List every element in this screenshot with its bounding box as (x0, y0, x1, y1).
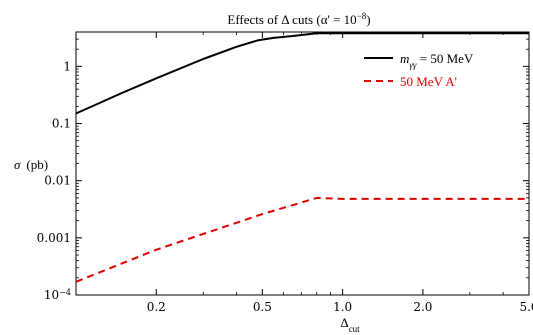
legend-label-0-rest: = 50 MeV (416, 51, 473, 66)
legend-label-0-base: m (400, 51, 409, 66)
series-line-0 (75, 32, 529, 115)
y-tick-label-0: 1 (63, 59, 71, 73)
x-tick-label-4: 5.0 (519, 300, 533, 314)
x-axis-base: Δ (340, 315, 348, 330)
chart-title: Effects of Δ cuts (α' = 10−8) (227, 11, 370, 27)
x-tick-label-1: 0.5 (253, 300, 272, 314)
x-axis-title: Δcut (340, 315, 360, 334)
y-tick-label-1: 0.1 (52, 117, 71, 131)
legend-label-series-1: 50 MeV A' (400, 74, 457, 89)
legend-label-0-subscript: γγ (409, 60, 417, 70)
y-axis-title: σ (pb) (14, 157, 48, 172)
y-tick-label-4: 10−4 (44, 288, 71, 303)
x-tick-label-0: 0.2 (147, 300, 166, 314)
y-tick-label-3: 0.001 (37, 231, 71, 245)
series-line-1 (75, 196, 529, 283)
chart-title-suffix: ) (366, 12, 370, 27)
y-axis-symbol: σ (14, 157, 21, 172)
y-axis-unit: (pb) (26, 157, 48, 172)
x-axis-subscript: cut (349, 324, 360, 334)
y-tick-labels: 1 0.1 0.01 0.001 10−4 (37, 59, 71, 302)
legend-label-1-base: 50 MeV A' (400, 74, 457, 89)
x-tick-labels: 0.2 0.5 1.0 2.0 5.0 (147, 300, 533, 314)
chart-title-exponent: −8 (357, 11, 367, 21)
chart-title-prefix: Effects of Δ cuts (α' = 10 (227, 12, 356, 27)
x-tick-label-3: 2.0 (413, 300, 432, 314)
y-tick-label-2: 0.01 (44, 174, 71, 188)
series-lines (75, 32, 529, 283)
legend-label-series-0: mγγ = 50 MeV (400, 51, 474, 70)
x-tick-label-2: 1.0 (333, 300, 352, 314)
legend: mγγ = 50 MeV 50 MeV A' (364, 51, 474, 89)
